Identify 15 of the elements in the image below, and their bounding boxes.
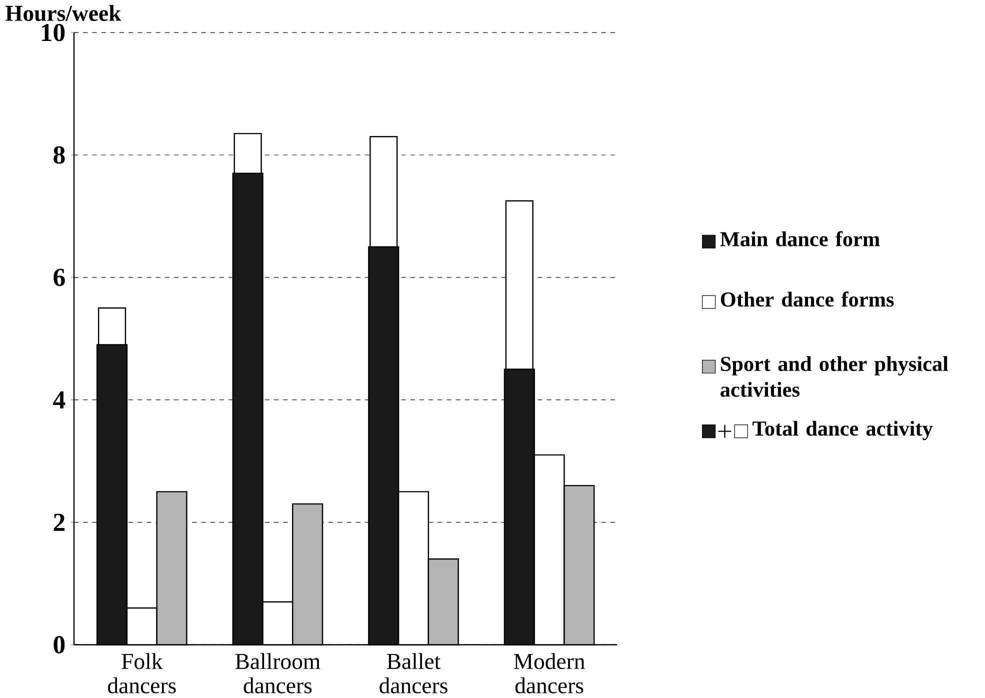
legend-label: Main dance form [720, 230, 880, 246]
y-axis-title: Hours/week [5, 4, 122, 21]
x-tick-label: Modern dancers [514, 652, 585, 694]
x-tick-label: Ballroom dancers [235, 652, 320, 694]
y-tick-label: 2 [54, 514, 64, 531]
y-tick-label: 8 [54, 146, 65, 164]
x-tick-label: Ballet dancers [380, 652, 448, 694]
x-tick-label: Folk dancers [108, 652, 176, 694]
y-tick-label: 10 [42, 24, 65, 42]
legend-label: Total dance activity [752, 420, 933, 440]
y-tick-label: 6 [54, 268, 65, 286]
y-tick-label: 4 [53, 391, 66, 408]
legend-label: Sport and other physical activities [720, 356, 948, 397]
legend-label: Other dance forms [720, 291, 894, 306]
y-tick-label: 0 [54, 636, 65, 654]
